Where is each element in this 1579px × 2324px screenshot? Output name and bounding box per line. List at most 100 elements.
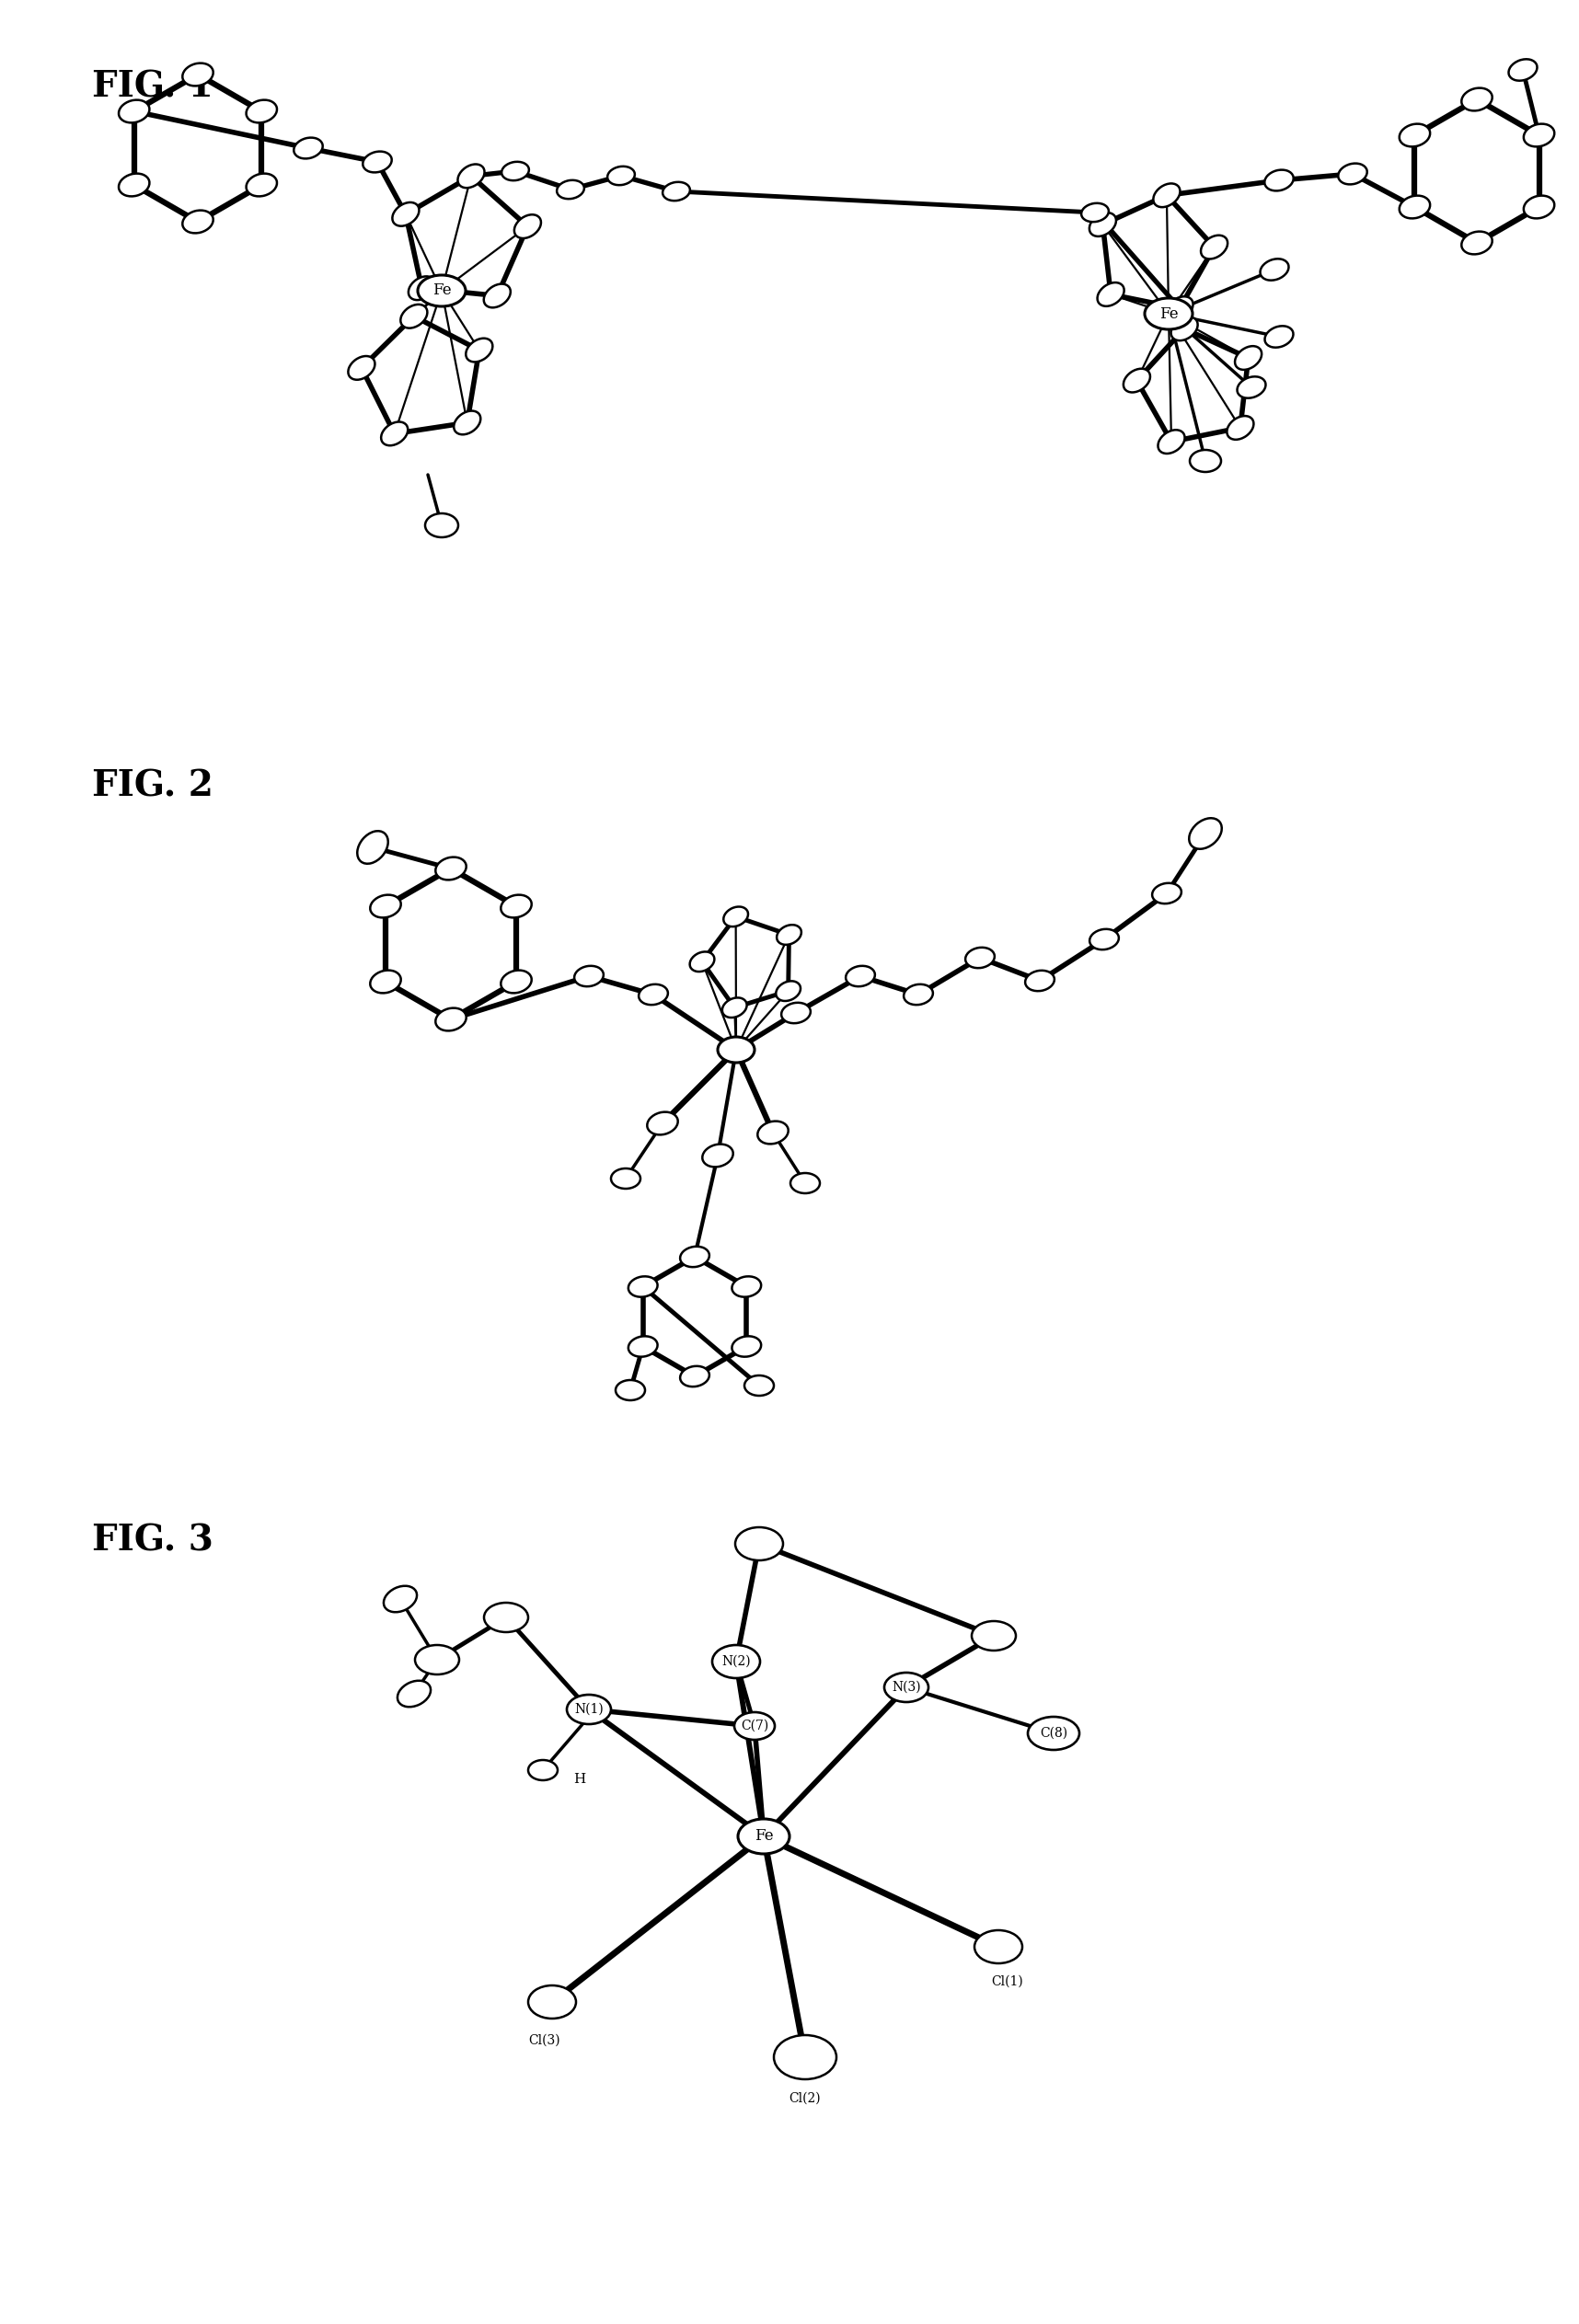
Ellipse shape [409,277,436,300]
Ellipse shape [1337,163,1367,184]
Text: Fe: Fe [1159,307,1178,321]
Ellipse shape [903,985,933,1004]
Ellipse shape [1260,258,1288,281]
Ellipse shape [628,1336,657,1357]
Text: N(1): N(1) [575,1703,603,1715]
Ellipse shape [1462,88,1492,112]
Ellipse shape [1265,325,1293,349]
Ellipse shape [712,1645,759,1678]
Ellipse shape [1153,883,1181,904]
Ellipse shape [453,411,480,435]
Ellipse shape [1235,346,1262,370]
Ellipse shape [974,1931,1022,1964]
Ellipse shape [502,163,529,181]
Ellipse shape [744,1376,774,1397]
Text: C(8): C(8) [1039,1727,1067,1741]
Text: N(3): N(3) [892,1680,921,1694]
Text: Cl(1): Cl(1) [992,1975,1023,1989]
Ellipse shape [846,967,875,985]
Ellipse shape [616,1380,646,1401]
Ellipse shape [436,858,466,881]
Ellipse shape [1399,195,1431,218]
Ellipse shape [1524,123,1554,146]
Ellipse shape [1090,930,1120,951]
Ellipse shape [723,906,748,927]
Ellipse shape [118,174,150,195]
Ellipse shape [246,174,276,195]
Text: Cl(2): Cl(2) [790,2092,821,2106]
Ellipse shape [1189,451,1221,472]
Ellipse shape [246,100,276,123]
Ellipse shape [1238,376,1266,397]
Text: FIG. 3: FIG. 3 [92,1525,213,1559]
Ellipse shape [1227,416,1254,439]
Ellipse shape [369,895,401,918]
Ellipse shape [527,1759,557,1780]
Ellipse shape [775,981,801,1002]
Ellipse shape [628,1276,657,1297]
Ellipse shape [392,202,418,225]
Ellipse shape [733,1336,761,1357]
Ellipse shape [415,1645,459,1676]
Ellipse shape [458,165,485,188]
Ellipse shape [1097,284,1124,307]
Ellipse shape [118,100,150,123]
Ellipse shape [791,1174,820,1192]
Ellipse shape [418,274,466,307]
Text: FIG. 1: FIG. 1 [92,70,213,105]
Ellipse shape [1025,971,1055,990]
Ellipse shape [782,1002,810,1023]
Ellipse shape [884,1673,928,1701]
Ellipse shape [734,1713,775,1741]
Ellipse shape [1399,123,1431,146]
Ellipse shape [401,304,428,328]
Ellipse shape [557,181,584,200]
Ellipse shape [681,1246,709,1267]
Ellipse shape [1172,316,1198,342]
Text: Cl(3): Cl(3) [529,2034,561,2047]
Ellipse shape [347,356,374,379]
Ellipse shape [1123,370,1150,393]
Ellipse shape [639,985,668,1004]
Text: H: H [573,1773,586,1785]
Ellipse shape [1145,297,1192,330]
Ellipse shape [733,1276,761,1297]
Ellipse shape [1508,58,1536,81]
Text: N(2): N(2) [722,1655,750,1669]
Ellipse shape [1462,232,1492,253]
Ellipse shape [575,967,603,985]
Ellipse shape [663,181,690,200]
Ellipse shape [611,1169,641,1188]
Ellipse shape [425,514,458,537]
Ellipse shape [736,1527,783,1559]
Ellipse shape [1202,235,1227,258]
Text: Fe: Fe [755,1829,774,1845]
Ellipse shape [1189,818,1222,848]
Ellipse shape [1090,214,1116,237]
Ellipse shape [398,1680,431,1706]
Ellipse shape [965,948,995,969]
Ellipse shape [1167,297,1194,321]
Ellipse shape [1157,430,1184,453]
Ellipse shape [758,1120,788,1143]
Ellipse shape [1028,1717,1080,1750]
Ellipse shape [774,2036,837,2080]
Ellipse shape [515,214,542,239]
Ellipse shape [1082,202,1108,221]
Ellipse shape [501,969,532,992]
Ellipse shape [567,1694,611,1724]
Ellipse shape [183,209,213,232]
Ellipse shape [1524,195,1554,218]
Ellipse shape [1265,170,1293,191]
Ellipse shape [363,151,392,172]
Ellipse shape [466,339,493,363]
Ellipse shape [485,1604,527,1631]
Ellipse shape [608,167,635,186]
Ellipse shape [381,423,407,446]
Ellipse shape [681,1367,709,1387]
Text: FIG. 2: FIG. 2 [92,769,213,804]
Ellipse shape [647,1111,677,1134]
Text: Fe: Fe [433,284,452,297]
Ellipse shape [718,1037,755,1062]
Ellipse shape [737,1820,790,1855]
